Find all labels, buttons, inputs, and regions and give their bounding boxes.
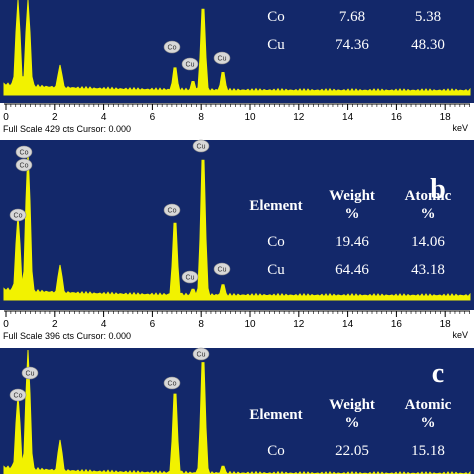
tick-label: 10 <box>244 112 256 123</box>
peak-label-badge <box>163 203 181 217</box>
table-cell: 5.38 <box>415 9 441 25</box>
table-cell: Cu <box>267 262 285 278</box>
tick-label: 0 <box>3 112 9 123</box>
tick-label: 16 <box>391 319 403 330</box>
table-cell: Co <box>267 9 285 25</box>
peak-label-badge <box>181 270 199 284</box>
spectrum <box>3 349 471 474</box>
table-header: Weight <box>329 188 375 204</box>
tick-label: 2 <box>52 319 58 330</box>
peak-label: Co <box>14 213 23 220</box>
table-header: Atomic <box>405 397 452 413</box>
peak-label-badge <box>15 158 33 172</box>
peak-label: Cu <box>218 267 227 274</box>
table-header: Element <box>249 407 302 423</box>
peak-label-badge <box>213 262 231 276</box>
table-cell: Co <box>267 443 285 459</box>
status-line: Full Scale 429 cts Cursor: 0.000 <box>3 124 131 134</box>
tick-label: 6 <box>150 319 156 330</box>
tick-label: 12 <box>293 319 305 330</box>
table-header: % <box>421 206 436 222</box>
axis-unit: keV <box>452 330 468 340</box>
tick-label: 16 <box>391 112 403 123</box>
peak-label: Co <box>168 45 177 52</box>
tick-label: 6 <box>150 112 156 123</box>
axis-unit: keV <box>452 123 468 133</box>
peak-label: Co <box>20 150 29 157</box>
peak-label: Cu <box>197 352 206 359</box>
table-header: % <box>345 206 360 222</box>
table-header: Element <box>249 198 302 214</box>
table-cell: 7.68 <box>339 9 365 25</box>
table-cell: 74.36 <box>335 37 369 53</box>
table-cell: Cu <box>267 37 285 53</box>
panel-letter: c <box>432 358 444 389</box>
axis-strip <box>0 310 474 344</box>
table-header: Atomic <box>405 188 452 204</box>
table-header: % <box>345 415 360 431</box>
panel-letter: b <box>430 174 446 205</box>
peak-label-badge <box>181 57 199 71</box>
table-cell: 22.05 <box>335 443 369 459</box>
peak-label: Cu <box>218 56 227 63</box>
peak-label-badge <box>213 51 231 65</box>
peak-label-badge <box>9 388 27 402</box>
tick-label: 18 <box>440 112 452 123</box>
peak-label-badge <box>192 347 210 361</box>
tick-label: 2 <box>52 112 58 123</box>
peak-label: Co <box>168 208 177 215</box>
peak-label-badge <box>15 145 33 159</box>
peak-label: Co <box>168 381 177 388</box>
peak-label-badge <box>9 208 27 222</box>
peak-label-badge <box>163 40 181 54</box>
tick-label: 4 <box>101 319 107 330</box>
spectrum-background <box>0 140 474 310</box>
table-cell: 14.06 <box>411 234 445 250</box>
peak-label-badge <box>163 376 181 390</box>
table-cell: 48.30 <box>411 37 445 53</box>
tick-label: 0 <box>3 319 9 330</box>
table-cell: 43.18 <box>411 262 445 278</box>
tick-label: 8 <box>198 112 204 123</box>
peak-label: Cu <box>186 275 195 282</box>
spectrum <box>3 149 471 301</box>
spectrum-background <box>0 348 474 474</box>
tick-label: 10 <box>244 319 256 330</box>
peak-label: Co <box>20 163 29 170</box>
peak-label: Co <box>14 393 23 400</box>
table-header: % <box>421 415 436 431</box>
axis-strip <box>0 103 474 137</box>
table-cell: 19.46 <box>335 234 369 250</box>
peak-label: Cu <box>26 371 35 378</box>
peak-label-badge <box>192 139 210 153</box>
tick-label: 14 <box>342 319 354 330</box>
spectrum <box>3 0 471 96</box>
peak-label: Cu <box>186 62 195 69</box>
tick-label: 18 <box>440 319 452 330</box>
status-line: Full Scale 396 cts Cursor: 0.000 <box>3 331 131 341</box>
tick-label: 4 <box>101 112 107 123</box>
spectrum-background <box>0 0 474 103</box>
table-cell: 15.18 <box>411 443 445 459</box>
tick-label: 14 <box>342 112 354 123</box>
peak-label: Cu <box>197 144 206 151</box>
table-header: Weight <box>329 397 375 413</box>
peak-label-badge <box>21 366 39 380</box>
table-cell: Co <box>267 234 285 250</box>
tick-label: 8 <box>198 319 204 330</box>
table-cell: 64.46 <box>335 262 369 278</box>
tick-label: 12 <box>293 112 305 123</box>
